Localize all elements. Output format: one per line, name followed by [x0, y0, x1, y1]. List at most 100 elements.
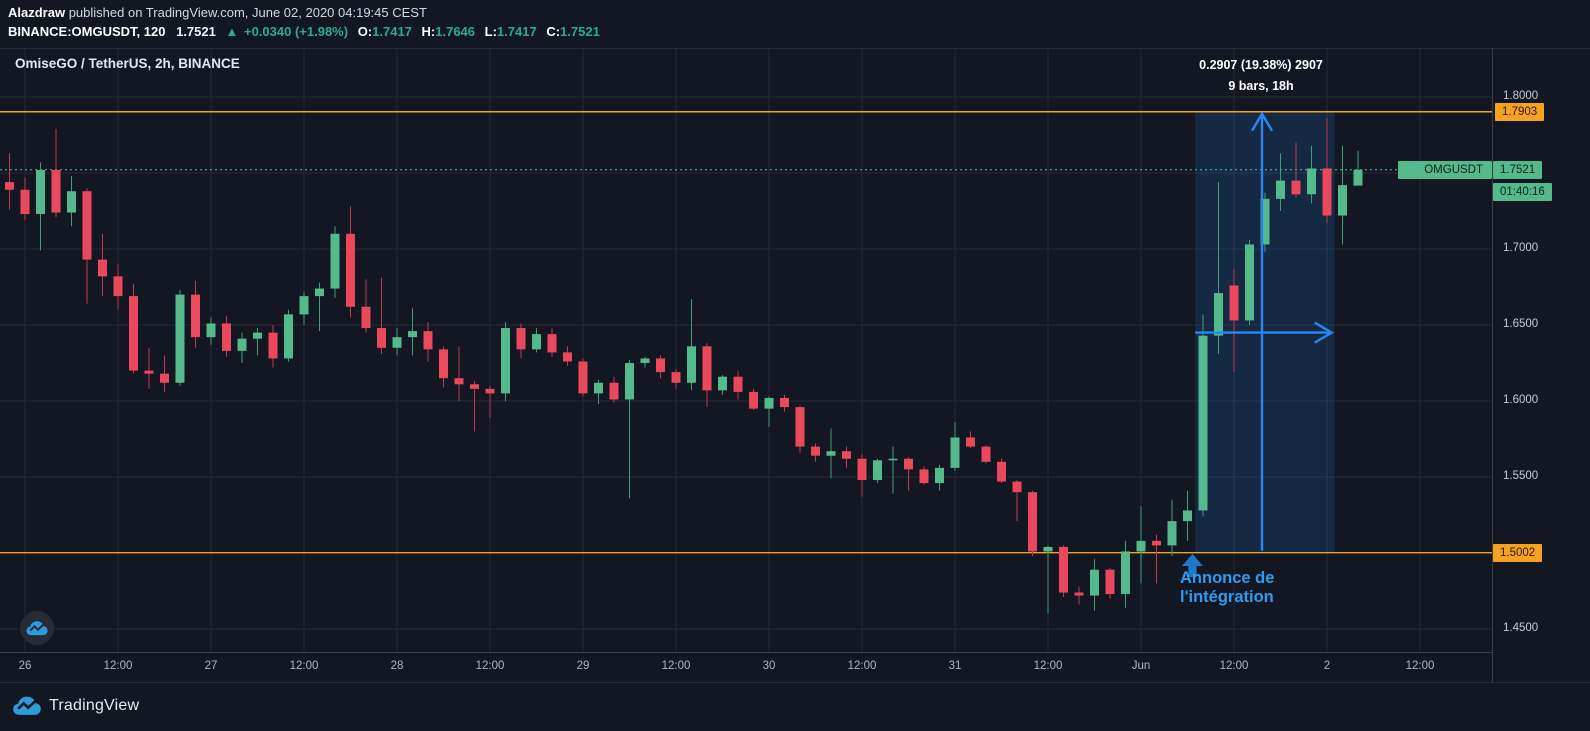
tradingview-brand-link[interactable]: TradingView: [12, 695, 139, 716]
candle-down: [51, 169, 61, 213]
candle-down: [160, 373, 169, 383]
candle-down: [423, 331, 433, 350]
candle-up: [873, 460, 882, 481]
price-axis-label: 1.5500: [1503, 470, 1539, 482]
time-axis-label: 27: [204, 660, 218, 672]
time-axis-label: 12:00: [661, 660, 691, 672]
resistance-price-badge: 1.7903: [1495, 102, 1545, 121]
annotation-line1: Annonce de: [1180, 569, 1275, 587]
candle-up: [826, 451, 836, 456]
candle-up: [640, 358, 650, 363]
author-name: Alazdraw: [8, 5, 66, 20]
candle-up: [284, 314, 293, 359]
candle-down: [98, 259, 107, 277]
annotation-text[interactable]: Annonce de l'intégration: [1180, 569, 1274, 607]
time-axis-label: Jun: [1131, 660, 1151, 672]
candle-down: [733, 376, 743, 392]
candle-down: [377, 328, 386, 348]
time-axis-label: 12:00: [847, 660, 877, 672]
candle-down: [1152, 540, 1161, 546]
close-value: 1.7521: [560, 24, 600, 39]
close-label: C:: [546, 24, 561, 39]
annotation-up-arrow-icon[interactable]: [1181, 554, 1204, 577]
candle-up: [1214, 293, 1223, 336]
candle-up: [1167, 521, 1177, 546]
candle-down: [516, 328, 526, 350]
candle-up: [1260, 198, 1270, 245]
candle-down: [1074, 592, 1084, 596]
support-price-badge: 1.5002: [1493, 543, 1543, 562]
time-axis[interactable]: 26 12:00 27 12:00 28 12:00 29 12:00 30 12:00 31 12:…: [0, 652, 1492, 683]
published-text: published on TradingView.com, June 02, 2…: [65, 5, 427, 20]
time-axis-label: 12:00: [1219, 660, 1249, 672]
low-label: L:: [484, 24, 497, 39]
candle-up: [764, 397, 774, 409]
candle-down: [1291, 180, 1301, 195]
time-axis-label: 12:00: [289, 660, 319, 672]
time-axis-label: 12:00: [1405, 660, 1435, 672]
candle-up: [1353, 169, 1363, 186]
candle-up: [1090, 569, 1099, 596]
candlestick-chart[interactable]: [0, 48, 1590, 682]
candle-down: [1322, 168, 1332, 216]
candle-up: [237, 338, 247, 351]
up-arrow-icon: ▲: [225, 24, 239, 39]
candle-down: [5, 182, 14, 190]
candle-down: [1105, 569, 1115, 595]
candle-down: [749, 391, 758, 409]
candle-down: [222, 323, 231, 351]
candle-down: [361, 306, 371, 329]
tradingview-watermark-button[interactable]: [20, 611, 54, 645]
time-axis-label: 2: [1323, 660, 1331, 672]
candle-up: [392, 337, 402, 348]
measure-price-change: 0.2907 (19.38%) 2907: [1199, 58, 1323, 72]
time-axis-label: 31: [948, 660, 962, 672]
candle-down: [470, 384, 479, 389]
candle-up: [299, 296, 309, 315]
candle-down: [966, 437, 975, 447]
chart-legend: OmiseGO / TetherUS, 2h, BINANCE: [15, 56, 240, 71]
price-axis[interactable]: 1.7903 1.7521 01:40:16 1.5002 1.8000 1.70…: [1492, 48, 1590, 682]
candle-down: [609, 382, 619, 400]
price-axis-label: 1.6000: [1503, 394, 1539, 406]
time-axis-label: 30: [762, 660, 776, 672]
measure-tool-label[interactable]: 0.2907 (19.38%) 2907 9 bars, 18h: [1121, 55, 1401, 97]
candle-up: [206, 323, 216, 338]
candle-down: [563, 352, 572, 362]
price-axis-label: 1.4500: [1503, 622, 1539, 634]
candle-up: [935, 467, 944, 484]
candle-down: [578, 361, 588, 394]
candle-up: [175, 294, 185, 383]
time-axis-label: 29: [576, 660, 590, 672]
candle-up: [950, 437, 960, 468]
candle-down: [485, 388, 495, 394]
candle-up: [718, 376, 727, 391]
candle-up: [1276, 180, 1285, 199]
time-axis-label: 12:00: [1033, 660, 1063, 672]
candle-up: [1198, 335, 1208, 511]
candle-down: [20, 189, 30, 215]
tradingview-logo-icon: [13, 696, 41, 715]
candle-down: [144, 370, 154, 374]
candle-down: [268, 332, 278, 359]
candle-down: [919, 469, 929, 484]
symbol-name-badge: OMGUSDT: [1398, 160, 1492, 179]
candle-down: [439, 349, 448, 379]
candle-up: [408, 331, 417, 338]
candle-down: [702, 346, 712, 391]
candle-up: [1245, 244, 1254, 321]
time-axis-label: 26: [18, 660, 32, 672]
symbol-status-line: BINANCE:OMGUSDT, 120 1.7521 ▲ +0.0340 (+…: [8, 24, 600, 39]
candle-up: [625, 363, 634, 400]
candle-up: [315, 288, 324, 297]
candle-down: [113, 276, 123, 297]
chart-pane[interactable]: [0, 48, 1590, 653]
candle-down: [1012, 481, 1022, 493]
candle-up: [1307, 168, 1316, 195]
published-line: Alazdraw published on TradingView.com, J…: [8, 5, 427, 20]
candle-down: [82, 191, 92, 260]
candle-down: [780, 397, 789, 408]
candle-up: [330, 233, 340, 289]
candle-down: [1028, 492, 1037, 552]
